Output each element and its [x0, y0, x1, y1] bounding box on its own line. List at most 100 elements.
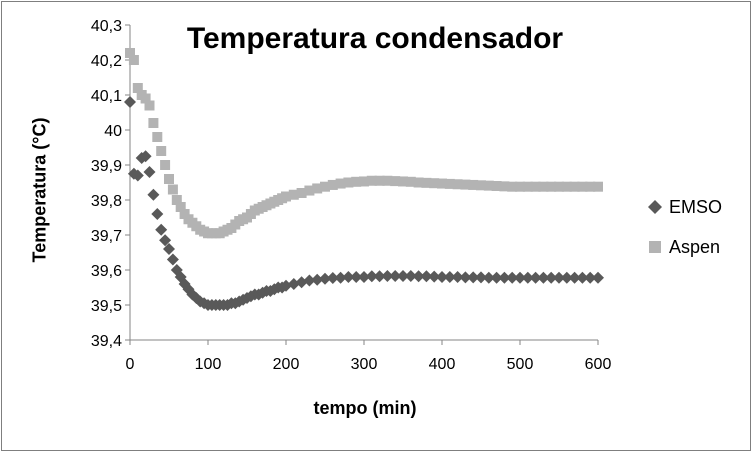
emso-point — [159, 234, 172, 247]
aspen-point — [437, 178, 447, 189]
aspen-point — [366, 175, 377, 186]
aspen-point — [444, 178, 455, 189]
emso-point — [545, 271, 558, 284]
emso-point — [459, 271, 472, 284]
emso-point — [428, 270, 441, 283]
emso-point — [163, 243, 175, 255]
aspen-point — [507, 181, 518, 192]
emso-point — [592, 271, 604, 284]
aspen-point — [144, 100, 155, 111]
emso-point — [576, 271, 589, 284]
emso-point — [404, 269, 417, 282]
emso-point — [295, 276, 308, 289]
emso-point — [358, 271, 370, 283]
aspen-point — [125, 48, 135, 58]
emso-point — [443, 271, 456, 283]
aspen-point — [561, 181, 572, 192]
emso-point — [537, 271, 550, 284]
emso-point — [147, 188, 160, 201]
emso-point — [560, 271, 573, 284]
aspen-point — [593, 181, 603, 192]
emso-point — [326, 272, 339, 285]
aspen-point — [452, 179, 463, 190]
aspen-point — [304, 185, 315, 196]
aspen-point — [483, 180, 494, 191]
aspen-point — [296, 188, 307, 198]
aspen-point — [374, 175, 385, 186]
aspen-point — [398, 176, 408, 187]
x-tick-label: 0 — [126, 356, 135, 373]
series-aspen — [125, 48, 603, 239]
emso-point — [287, 278, 300, 290]
legend-label: EMSO — [669, 197, 722, 217]
emso-point — [420, 270, 433, 283]
emso-point — [475, 271, 487, 284]
x-tick-label: 600 — [585, 356, 612, 373]
aspen-point — [515, 181, 525, 192]
aspen-point — [140, 93, 151, 104]
y-tick-label: 39,6 — [91, 263, 122, 280]
legend-marker-aspen — [649, 241, 661, 253]
aspen-point — [405, 176, 416, 187]
emso-point — [490, 271, 503, 284]
emso-point — [166, 253, 179, 266]
aspen-point — [585, 181, 596, 192]
aspen-point — [179, 209, 190, 219]
aspen-point — [554, 181, 564, 192]
emso-point — [521, 271, 534, 284]
aspen-point — [171, 195, 182, 205]
emso-point — [412, 270, 425, 283]
emso-point — [280, 279, 292, 292]
aspen-point — [460, 179, 471, 190]
aspen-point — [522, 181, 533, 192]
emso-point — [436, 271, 448, 283]
emso-point — [373, 270, 386, 283]
emso-point — [365, 270, 378, 283]
emso-point — [124, 96, 136, 108]
x-tick-label: 400 — [429, 356, 456, 373]
y-tick-label: 40 — [104, 123, 122, 140]
emso-point — [514, 271, 526, 284]
aspen-point — [167, 184, 178, 195]
aspen-point — [499, 181, 510, 192]
aspen-point — [413, 177, 424, 188]
emso-point — [143, 166, 156, 178]
x-tick-label: 300 — [351, 356, 378, 373]
emso-point — [389, 269, 402, 282]
emso-point — [131, 169, 144, 182]
aspen-point — [164, 174, 174, 184]
y-tick-label: 40,2 — [91, 53, 122, 70]
aspen-point — [148, 118, 159, 128]
aspen-point — [335, 178, 346, 189]
x-tick-label: 500 — [507, 356, 534, 373]
legend-label: Aspen — [669, 237, 720, 257]
aspen-point — [491, 181, 502, 191]
legend-marker-emso — [648, 200, 662, 214]
aspen-point — [577, 181, 588, 192]
aspen-point — [320, 181, 330, 192]
emso-point — [467, 271, 480, 284]
emso-point — [584, 271, 597, 284]
aspen-point — [468, 179, 479, 190]
emso-point — [350, 271, 363, 283]
aspen-point — [156, 146, 167, 156]
x-axis-label: tempo (min) — [313, 398, 417, 418]
aspen-point — [312, 183, 323, 194]
aspen-point — [429, 178, 440, 189]
x-tick-label: 200 — [273, 356, 300, 373]
y-tick-label: 39,8 — [91, 193, 122, 210]
aspen-point — [281, 191, 291, 202]
chart-title: Temperatura condensador — [186, 22, 564, 55]
x-tick-label: 100 — [195, 356, 222, 373]
legend: EMSO Aspen — [648, 197, 722, 257]
y-tick-label: 40,1 — [91, 88, 122, 105]
aspen-point — [421, 177, 432, 188]
emso-point — [381, 269, 394, 282]
emso-point — [311, 273, 324, 286]
emso-point — [303, 274, 316, 287]
aspen-point — [152, 132, 163, 142]
aspen-point — [175, 202, 186, 212]
emso-point — [451, 271, 464, 283]
aspen-point — [538, 181, 549, 192]
